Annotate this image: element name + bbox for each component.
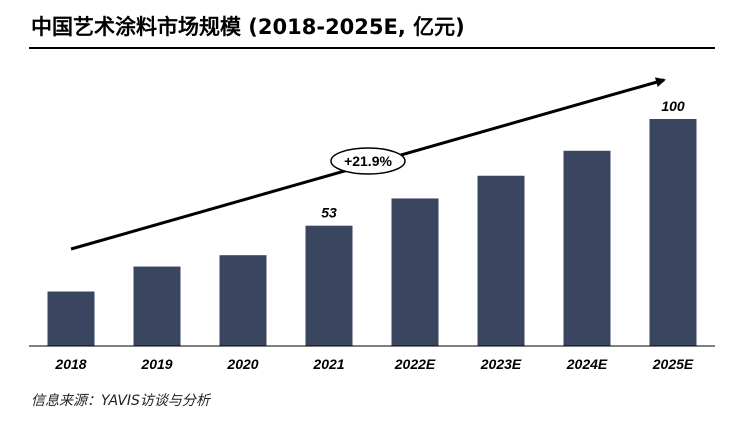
bars-group: [47, 119, 697, 346]
x-tick-label: 2021: [312, 356, 344, 372]
data-labels-group: 53 100: [321, 98, 685, 221]
x-tick-label: 2020: [226, 356, 258, 372]
source-note: 信息来源：YAVIS访谈与分析: [31, 393, 212, 409]
bar-2024E: [563, 150, 611, 346]
bar-2023E: [477, 175, 525, 346]
data-label: 100: [661, 98, 685, 114]
cagr-label: +21.9%: [344, 153, 392, 169]
bar-2020: [219, 255, 267, 346]
chart-title: 中国艺术涂料市场规模 (2018-2025E, 亿元): [31, 15, 465, 39]
bar-2018: [47, 291, 95, 346]
bar-2019: [133, 266, 181, 346]
x-tick-label: 2022E: [394, 356, 436, 372]
x-tick-label: 2018: [54, 356, 86, 372]
x-tick-labels: 2018 2019 2020 2021 2022E 2023E 2024E 2025E: [54, 356, 693, 372]
x-tick-label: 2023E: [480, 356, 522, 372]
cagr-badge: [330, 147, 406, 175]
bar-2025E: [649, 119, 697, 346]
x-tick-label: 2025E: [652, 356, 694, 372]
x-tick-label: 2019: [140, 356, 172, 372]
x-tick-label: 2024E: [566, 356, 608, 372]
bar-2021: [305, 225, 353, 346]
data-label: 53: [321, 205, 337, 221]
bar-2022E: [391, 198, 439, 346]
